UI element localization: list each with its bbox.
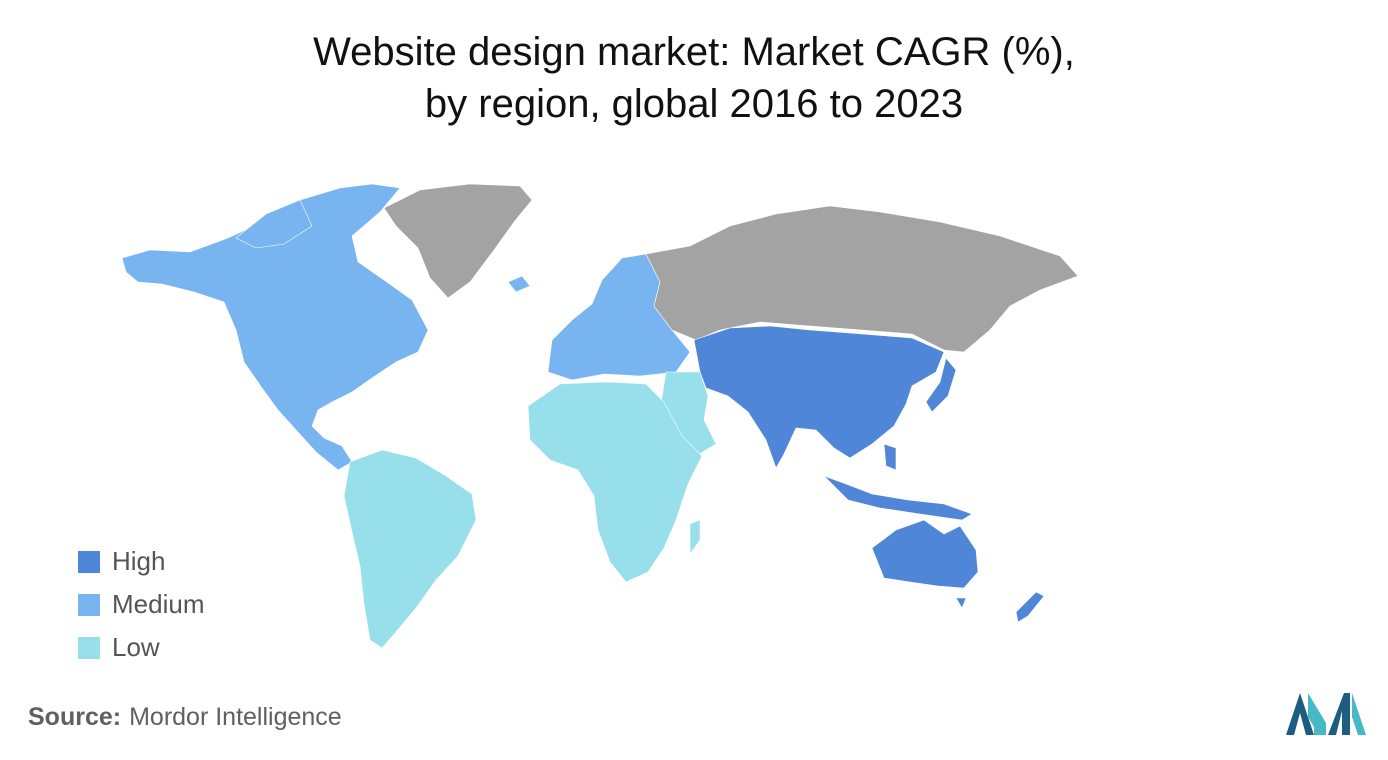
logo-shape-left xyxy=(1286,693,1314,735)
legend-label-high: High xyxy=(112,546,166,576)
source-value: Mordor Intelligence xyxy=(129,703,342,731)
legend-label-low: Low xyxy=(112,632,160,662)
legend-swatch-medium xyxy=(78,593,100,616)
map-title-line-2: by region, global 2016 to 2023 xyxy=(424,82,964,126)
region-asia-pacific xyxy=(693,325,945,469)
region-russia xyxy=(645,205,1079,353)
source-note: Source: Mordor Intelligence xyxy=(28,703,342,732)
region-south-america xyxy=(343,449,477,649)
region-australia xyxy=(1015,591,1045,623)
legend-label-medium: Medium xyxy=(112,589,205,619)
region-north-america xyxy=(235,199,313,249)
region-greenland xyxy=(383,183,533,299)
logo-shape-right xyxy=(1328,693,1350,735)
map-title: Website design market: Market CAGR (%), … xyxy=(0,26,1388,130)
world-map xyxy=(121,183,1079,649)
map-title-line-1: Website design market: Market CAGR (%), xyxy=(313,30,1075,74)
region-asia-pacific xyxy=(883,443,897,471)
legend-swatch-low xyxy=(78,636,100,659)
region-africa xyxy=(527,381,703,583)
legend-item-low: Low xyxy=(78,626,204,669)
region-europe xyxy=(507,275,531,293)
legend-swatch-high xyxy=(78,550,100,573)
region-australia xyxy=(955,597,967,609)
legend-item-high: High xyxy=(78,540,204,583)
mordor-intelligence-logo xyxy=(1286,693,1366,735)
logo-shape-middle xyxy=(1308,693,1326,735)
region-australia xyxy=(871,519,979,589)
legend-item-medium: Medium xyxy=(78,583,204,626)
legend: High Medium Low xyxy=(78,540,204,669)
region-asia-pacific xyxy=(823,475,973,521)
region-north-america xyxy=(121,183,429,471)
region-asia-pacific xyxy=(925,357,957,413)
source-key: Source: xyxy=(28,703,122,731)
logo-shape-far-right xyxy=(1352,693,1366,735)
region-africa xyxy=(689,519,701,555)
